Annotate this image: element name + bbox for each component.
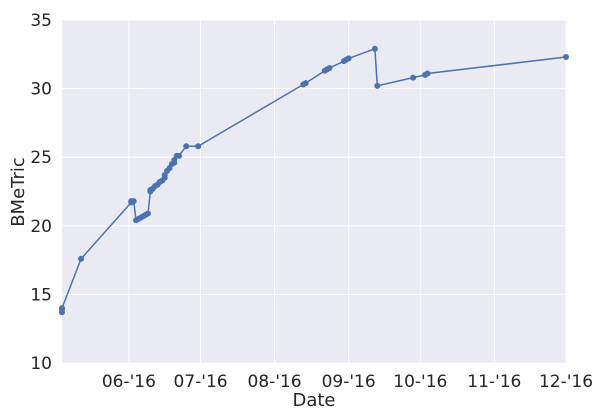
y-tick-label: 30 [30, 80, 52, 100]
data-point [130, 198, 137, 205]
data-point [371, 45, 378, 52]
data-point [563, 54, 569, 61]
data-point [424, 70, 431, 77]
y-tick-label: 15 [30, 285, 52, 305]
data-point [144, 210, 151, 217]
grid-lines [62, 19, 567, 364]
data-point [195, 143, 202, 150]
x-tick-label: 08-'16 [248, 372, 302, 392]
plot-background [62, 20, 566, 363]
data-point [326, 65, 333, 72]
data-point [78, 255, 85, 262]
x-tick-label: 09-'16 [322, 372, 376, 392]
x-tick-label: 12-'16 [539, 372, 593, 392]
x-tick-label: 10-'16 [393, 372, 447, 392]
y-tick-label: 10 [30, 354, 52, 374]
y-axis-ticks: 10 15 20 25 30 35 [30, 11, 52, 374]
y-tick-label: 25 [30, 148, 52, 168]
data-point [410, 74, 417, 81]
y-tick-label: 35 [30, 11, 52, 31]
data-point [345, 55, 352, 62]
data-series [59, 45, 569, 316]
x-axis-ticks: 06-'16 07-'16 08-'16 09-'16 10-'16 11-'16 12-'… [102, 372, 593, 392]
x-tick-label: 11-'16 [467, 372, 521, 392]
data-point [59, 305, 65, 312]
x-axis-label: Date [292, 390, 335, 411]
y-axis-label: BMeTric [8, 157, 29, 227]
x-tick-label: 06-'16 [102, 372, 156, 392]
data-point [374, 82, 381, 89]
data-point [183, 143, 190, 150]
data-point [302, 80, 309, 87]
y-tick-label: 20 [30, 217, 52, 237]
data-point [176, 152, 183, 159]
x-tick-label: 07-'16 [174, 372, 228, 392]
